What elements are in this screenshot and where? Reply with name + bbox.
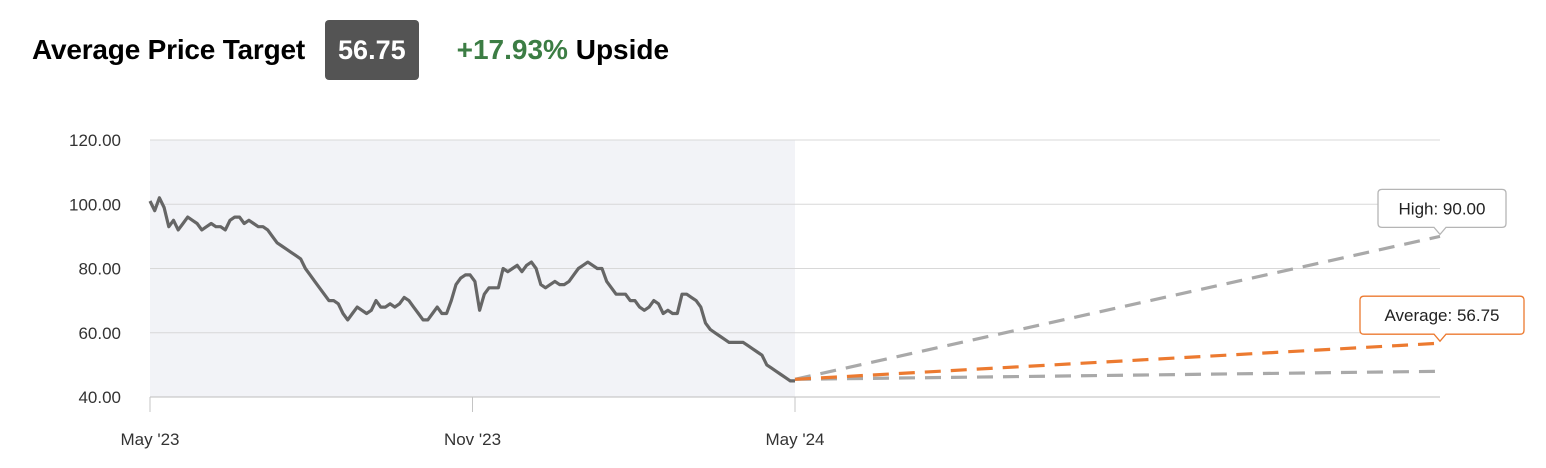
forecast-line-high bbox=[794, 234, 1441, 381]
history-price-line bbox=[148, 196, 795, 383]
forecast-callouts: High: 90.00 Average: 56.75 bbox=[1359, 188, 1525, 343]
callout-label-average: Average: 56.75 bbox=[1385, 306, 1500, 325]
y-tick-label: 40.00 bbox=[78, 388, 121, 407]
callout-high: High: 90.00 bbox=[1377, 188, 1507, 236]
callout-box bbox=[1359, 295, 1525, 343]
grid-lines bbox=[150, 139, 1440, 398]
y-tick-label: 60.00 bbox=[78, 324, 121, 343]
y-axis: 40.00 60.00 80.00 100.00 120.00 bbox=[69, 131, 121, 407]
price-target-badge: 56.75 bbox=[325, 20, 419, 80]
forecast-line-low bbox=[794, 369, 1441, 381]
upside-indicator: +17.93% Upside bbox=[457, 34, 669, 66]
y-tick-label: 100.00 bbox=[69, 195, 121, 214]
page-title: Average Price Target bbox=[32, 34, 306, 65]
upside-percent: +17.93% bbox=[456, 34, 568, 65]
x-tick-label: May '24 bbox=[766, 430, 825, 449]
x-tick-label: Nov '23 bbox=[444, 430, 501, 449]
forecast-lines bbox=[794, 234, 1441, 381]
forecast-line-average bbox=[794, 341, 1441, 381]
callout-box bbox=[1377, 188, 1507, 236]
x-tick-label: May '23 bbox=[121, 430, 180, 449]
upside-label: Upside bbox=[575, 34, 670, 65]
callout-average: Average: 56.75 bbox=[1359, 295, 1525, 343]
callout-label-high: High: 90.00 bbox=[1399, 199, 1486, 218]
y-tick-label: 80.00 bbox=[78, 260, 121, 279]
x-axis: May '23 Nov '23 May '24 bbox=[121, 397, 825, 449]
y-tick-label: 120.00 bbox=[69, 131, 121, 150]
price-target-header: Average Price Target 56.75 +17.93% Upsid… bbox=[32, 20, 669, 80]
